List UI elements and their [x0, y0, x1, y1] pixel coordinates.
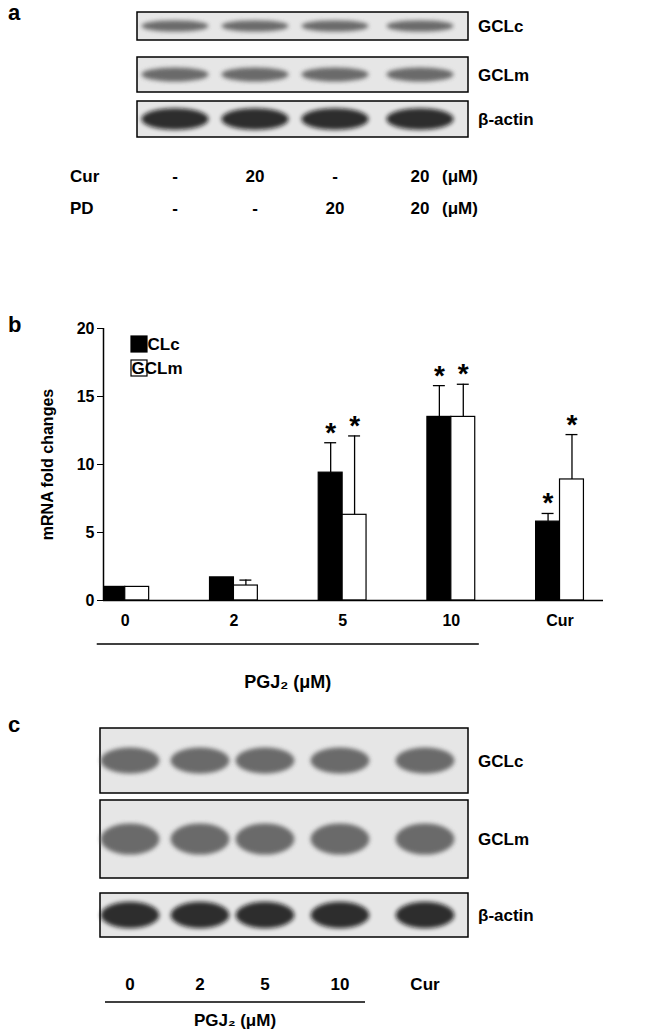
- svg-text:GCLm: GCLm: [132, 359, 183, 378]
- svg-text:10: 10: [331, 975, 350, 994]
- svg-text:20: 20: [411, 167, 430, 186]
- svg-text:PD: PD: [70, 199, 94, 218]
- svg-text:0: 0: [125, 975, 134, 994]
- svg-text:5: 5: [338, 612, 347, 629]
- svg-text:5: 5: [260, 975, 269, 994]
- svg-text:-: -: [332, 167, 338, 186]
- svg-text:-: -: [172, 199, 178, 218]
- svg-text:a: a: [8, 0, 21, 25]
- svg-text:20: 20: [326, 199, 345, 218]
- svg-text:GCLc: GCLc: [478, 17, 523, 36]
- svg-text:0: 0: [86, 592, 95, 609]
- svg-text:*: *: [543, 487, 554, 518]
- svg-text:(μM): (μM): [442, 199, 478, 218]
- svg-text:b: b: [8, 312, 21, 337]
- svg-text:20: 20: [411, 199, 430, 218]
- svg-text:*: *: [434, 360, 445, 391]
- svg-text:c: c: [8, 712, 20, 737]
- svg-text:PGJ₂ (μM): PGJ₂ (μM): [194, 1011, 276, 1030]
- svg-text:15: 15: [77, 388, 95, 405]
- svg-text:*: *: [349, 410, 360, 441]
- svg-text:*: *: [567, 409, 578, 440]
- svg-text:PGJ₂ (μM): PGJ₂ (μM): [244, 672, 331, 692]
- svg-text:2: 2: [229, 612, 238, 629]
- svg-text:-: -: [252, 199, 258, 218]
- svg-text:*: *: [458, 358, 469, 389]
- svg-text:GCLc: GCLc: [134, 335, 179, 354]
- svg-text:10: 10: [442, 612, 460, 629]
- svg-text:0: 0: [121, 612, 130, 629]
- svg-text:20: 20: [77, 320, 95, 337]
- svg-text:20: 20: [246, 167, 265, 186]
- svg-text:mRNA fold changes: mRNA fold changes: [39, 389, 56, 541]
- svg-text:*: *: [325, 417, 336, 448]
- svg-text:GCLm: GCLm: [478, 66, 529, 85]
- svg-text:GCLc: GCLc: [478, 752, 523, 771]
- svg-text:β-actin: β-actin: [478, 906, 534, 925]
- svg-text:β-actin: β-actin: [478, 110, 534, 129]
- svg-text:5: 5: [86, 524, 95, 541]
- svg-text:2: 2: [195, 975, 204, 994]
- svg-text:Cur: Cur: [546, 612, 574, 629]
- svg-text:(μM): (μM): [442, 167, 478, 186]
- svg-text:10: 10: [77, 456, 95, 473]
- svg-text:Cur: Cur: [70, 167, 100, 186]
- svg-text:-: -: [172, 167, 178, 186]
- svg-text:GCLm: GCLm: [478, 830, 529, 849]
- svg-text:Cur: Cur: [410, 975, 440, 994]
